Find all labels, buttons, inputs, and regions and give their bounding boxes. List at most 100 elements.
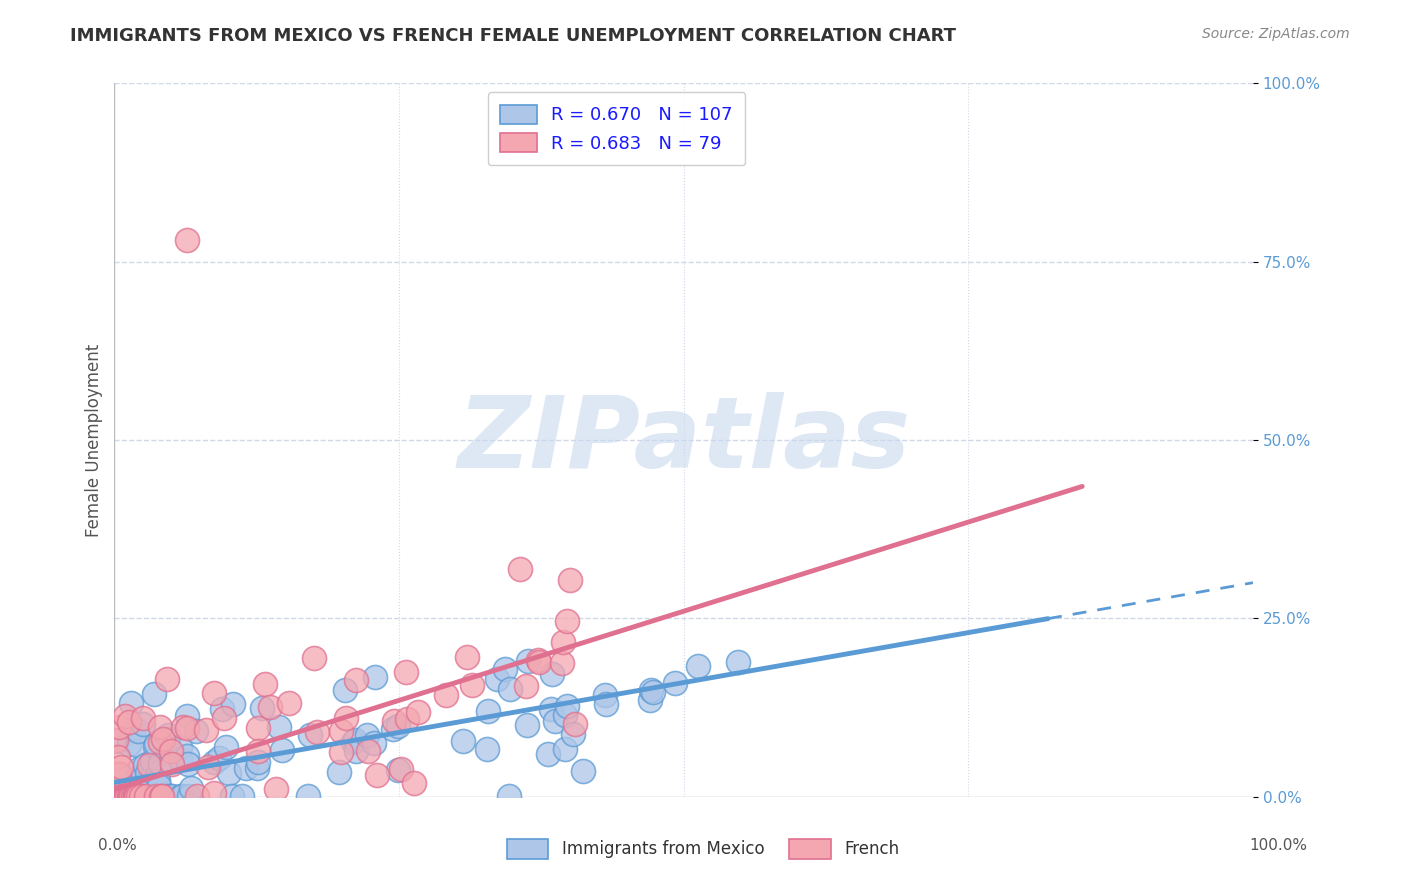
Point	[152, 732, 174, 747]
Point	[664, 676, 686, 690]
Point	[246, 744, 269, 758]
Point	[246, 721, 269, 735]
Point	[148, 779, 170, 793]
Point	[104, 782, 127, 797]
Point	[343, 732, 366, 747]
Point	[453, 733, 475, 747]
Point	[117, 714, 139, 729]
Point	[176, 722, 198, 736]
Point	[156, 673, 179, 687]
Point	[132, 717, 155, 731]
Point	[231, 789, 253, 803]
Point	[125, 789, 148, 803]
Point	[259, 699, 281, 714]
Point	[129, 761, 152, 775]
Point	[475, 742, 498, 756]
Text: ZIPatlas: ZIPatlas	[457, 392, 910, 489]
Point	[215, 739, 238, 754]
Point	[125, 739, 148, 753]
Point	[202, 686, 225, 700]
Point	[127, 723, 149, 738]
Point	[145, 789, 167, 803]
Point	[135, 789, 157, 803]
Point	[131, 711, 153, 725]
Point	[125, 789, 148, 803]
Point	[515, 680, 537, 694]
Point	[572, 764, 595, 778]
Point	[120, 789, 142, 803]
Point	[146, 772, 169, 787]
Point	[302, 651, 325, 665]
Point	[127, 770, 149, 784]
Point	[211, 701, 233, 715]
Point	[561, 726, 583, 740]
Point	[554, 741, 576, 756]
Point	[108, 768, 131, 782]
Point	[250, 701, 273, 715]
Point	[560, 573, 582, 587]
Point	[404, 776, 426, 790]
Point	[114, 789, 136, 803]
Point	[160, 756, 183, 771]
Point	[434, 688, 457, 702]
Point	[387, 763, 409, 777]
Point	[264, 782, 287, 797]
Point	[218, 765, 240, 780]
Point	[177, 756, 200, 771]
Point	[186, 723, 208, 738]
Point	[271, 743, 294, 757]
Point	[526, 653, 548, 667]
Point	[108, 767, 131, 781]
Point	[357, 744, 380, 758]
Point	[555, 614, 578, 628]
Point	[595, 689, 617, 703]
Point	[640, 683, 662, 698]
Point	[104, 732, 127, 747]
Point	[267, 720, 290, 734]
Point	[517, 654, 540, 668]
Point	[111, 789, 134, 803]
Point	[516, 718, 538, 732]
Point	[307, 725, 329, 739]
Point	[509, 562, 531, 576]
Point	[686, 659, 709, 673]
Point	[135, 778, 157, 792]
Point	[135, 789, 157, 803]
Point	[149, 721, 172, 735]
Legend: R = 0.670   N = 107, R = 0.683   N = 79: R = 0.670 N = 107, R = 0.683 N = 79	[488, 93, 745, 166]
Point	[135, 789, 157, 803]
Text: Source: ZipAtlas.com: Source: ZipAtlas.com	[1202, 27, 1350, 41]
Point	[197, 760, 219, 774]
Point	[278, 696, 301, 710]
Point	[176, 708, 198, 723]
Point	[554, 708, 576, 723]
Point	[208, 751, 231, 765]
Point	[108, 720, 131, 734]
Point	[111, 789, 134, 803]
Point	[328, 764, 350, 779]
Point	[114, 789, 136, 803]
Point	[115, 789, 138, 803]
Point	[335, 711, 357, 725]
Point	[253, 677, 276, 691]
Point	[134, 758, 156, 772]
Point	[202, 787, 225, 801]
Point	[157, 732, 180, 747]
Point	[499, 682, 522, 697]
Point	[330, 745, 353, 759]
Point	[107, 734, 129, 748]
Text: 100.0%: 100.0%	[1250, 838, 1308, 854]
Point	[120, 789, 142, 803]
Point	[156, 789, 179, 803]
Point	[456, 649, 478, 664]
Point	[112, 789, 135, 803]
Point	[194, 723, 217, 738]
Point	[115, 789, 138, 803]
Point	[141, 754, 163, 768]
Point	[406, 705, 429, 719]
Point	[186, 789, 208, 803]
Point	[477, 704, 499, 718]
Point	[150, 789, 173, 803]
Point	[640, 693, 662, 707]
Point	[149, 756, 172, 771]
